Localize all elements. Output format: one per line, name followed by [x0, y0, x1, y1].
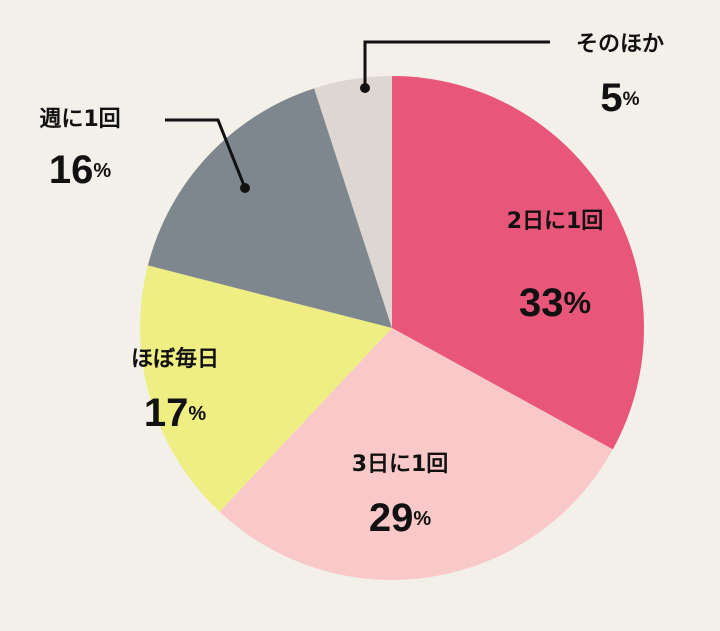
leaders	[165, 40, 550, 193]
category-label: 3日に1回	[352, 452, 449, 477]
value-label: 16%	[49, 148, 112, 192]
leader-line	[363, 40, 550, 88]
category-label: 週に1回	[39, 107, 120, 132]
pie-slice	[147, 88, 392, 328]
value-label: 17%	[144, 391, 207, 435]
leader-dot	[240, 183, 250, 193]
leader-line	[165, 118, 247, 189]
value-label: 29%	[369, 496, 432, 540]
value-label: 5%	[600, 76, 639, 120]
value-label: 33%	[519, 281, 591, 325]
pie-slice	[139, 265, 392, 512]
pie-slice	[314, 76, 392, 328]
pie-slice	[392, 76, 644, 450]
category-label: ほぼ毎日	[131, 347, 219, 372]
category-label: 2日に1回	[507, 209, 604, 234]
pie	[139, 76, 644, 581]
category-label: そのほか	[576, 32, 664, 57]
labels: 2日に1回 33% 3日に1回 29% ほぼ毎日 17% 週に1回 16% そのほか 5%	[39, 32, 664, 540]
pie-slice	[219, 328, 613, 581]
leader-dot	[360, 83, 370, 93]
